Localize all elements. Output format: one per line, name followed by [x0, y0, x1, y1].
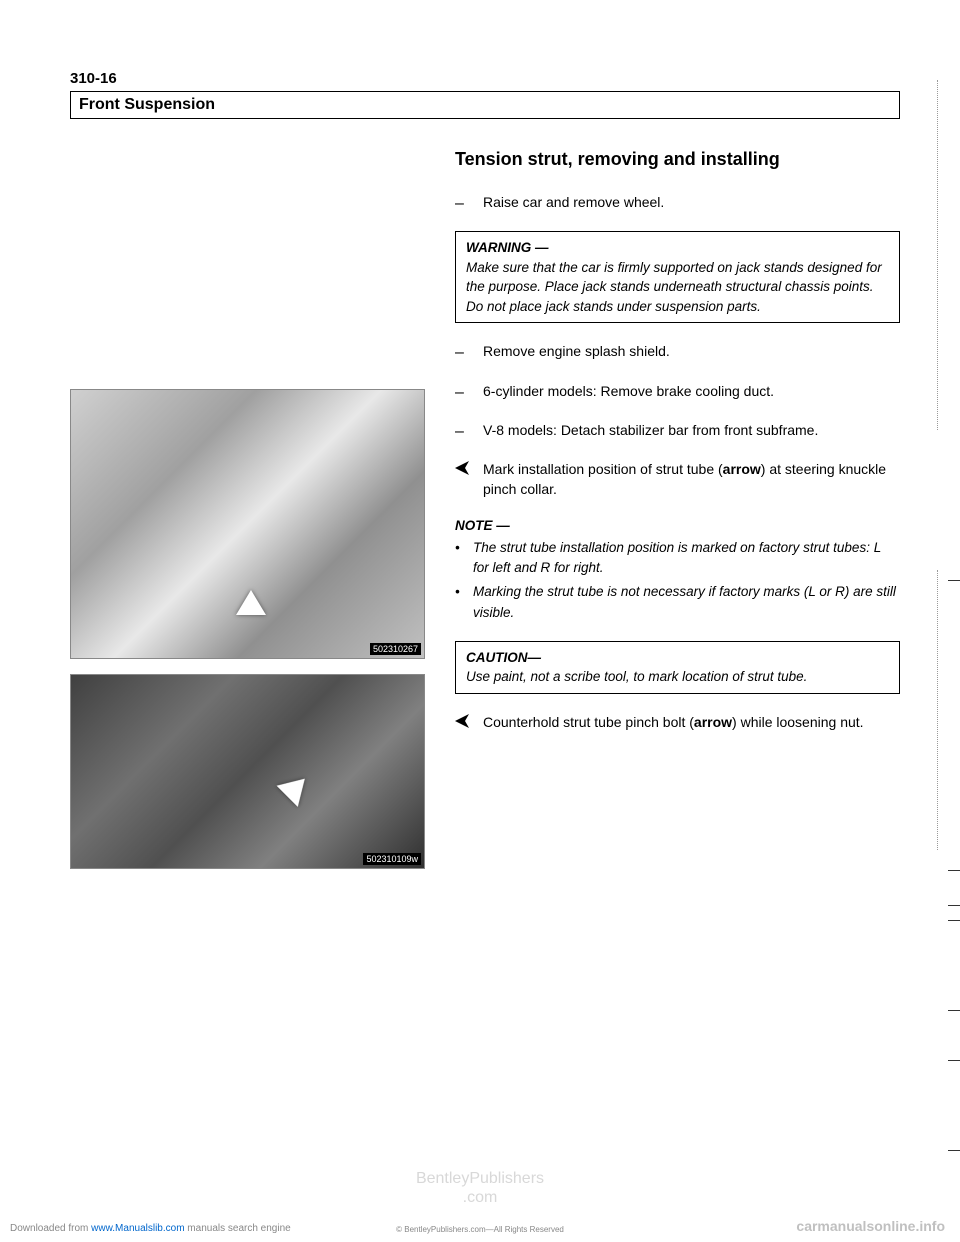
subsection-title: Tension strut, removing and installing	[455, 149, 900, 170]
step-text: V-8 models: Detach stabilizer bar from f…	[483, 420, 900, 443]
caution-title: CAUTION—	[466, 650, 541, 665]
page-edge-marks	[930, 0, 960, 1242]
warning-box: WARNING — Make sure that the car is firm…	[455, 231, 900, 323]
bullet-icon: •	[455, 582, 473, 623]
warning-title: WARNING —	[466, 240, 549, 255]
step-text: Mark installation position of strut tube…	[483, 459, 900, 500]
bullet-icon: •	[455, 538, 473, 579]
figure-arrow-icon	[236, 590, 266, 615]
right-column: Tension strut, removing and installing –…	[455, 149, 900, 884]
figure-1: 502310267	[70, 389, 425, 659]
caution-box: CAUTION— Use paint, not a scribe tool, t…	[455, 641, 900, 694]
step-text: Counterhold strut tube pinch bolt (arrow…	[483, 712, 900, 733]
section-header: Front Suspension	[70, 91, 900, 119]
footer-center: © BentleyPublishers.com—All Rights Reser…	[396, 1225, 564, 1234]
dash-marker: –	[455, 381, 483, 404]
left-arrow-icon	[455, 459, 483, 500]
manualslib-link[interactable]: www.Manualslib.com	[91, 1223, 184, 1234]
page-number: 310-16	[70, 70, 900, 87]
note-text: Marking the strut tube is not necessary …	[473, 582, 900, 623]
note-item: • The strut tube installation position i…	[455, 538, 900, 579]
footer-left: Downloaded from www.Manualslib.com manua…	[10, 1223, 291, 1234]
dash-marker: –	[455, 420, 483, 443]
step: – 6-cylinder models: Remove brake coolin…	[455, 381, 900, 404]
left-column: 502310267 502310109w	[70, 149, 430, 884]
step-text: Raise car and remove wheel.	[483, 192, 900, 215]
step: – Remove engine splash shield.	[455, 341, 900, 364]
warning-text: Make sure that the car is firmly support…	[466, 260, 882, 314]
step: Mark installation position of strut tube…	[455, 459, 900, 500]
note-text: The strut tube installation position is …	[473, 538, 900, 579]
footer-right: carmanualsonline.info	[796, 1218, 945, 1234]
left-arrow-icon	[455, 712, 483, 733]
note-block: NOTE — • The strut tube installation pos…	[455, 516, 900, 623]
step-text: 6-cylinder models: Remove brake cooling …	[483, 381, 900, 404]
dash-marker: –	[455, 192, 483, 215]
figure-2: 502310109w	[70, 674, 425, 869]
note-item: • Marking the strut tube is not necessar…	[455, 582, 900, 623]
step-text: Remove engine splash shield.	[483, 341, 900, 364]
figure-1-label: 502310267	[370, 643, 421, 655]
figure-2-label: 502310109w	[363, 853, 421, 865]
watermark: BentleyPublishers .com	[416, 1169, 544, 1207]
step: Counterhold strut tube pinch bolt (arrow…	[455, 712, 900, 733]
step: – Raise car and remove wheel.	[455, 192, 900, 215]
figure-arrow-icon	[277, 768, 316, 807]
dash-marker: –	[455, 341, 483, 364]
caution-text: Use paint, not a scribe tool, to mark lo…	[466, 669, 807, 684]
step: – V-8 models: Detach stabilizer bar from…	[455, 420, 900, 443]
note-title: NOTE —	[455, 516, 900, 536]
